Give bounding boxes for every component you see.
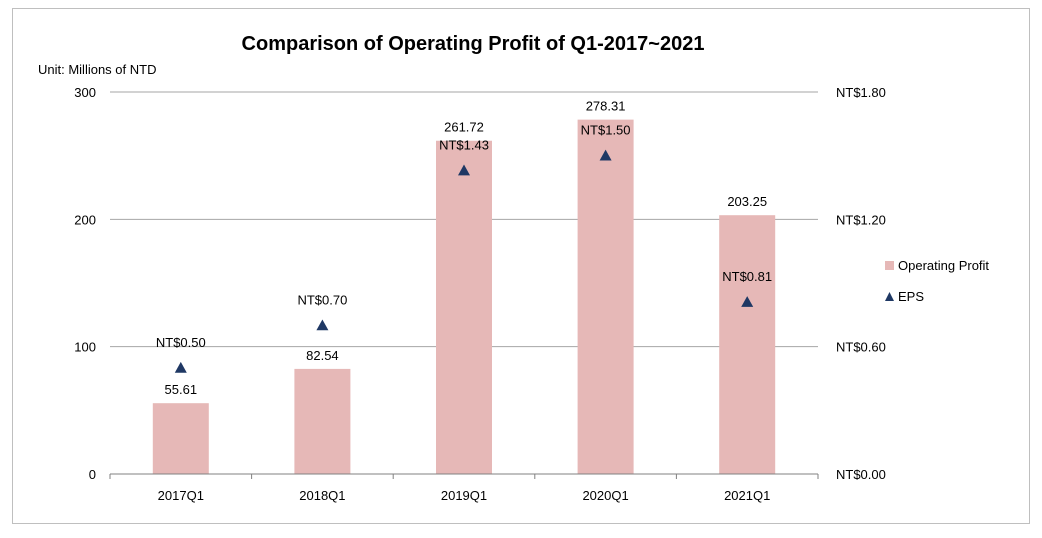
legend: Operating Profit EPS (885, 258, 989, 304)
bar-data-label: 203.25 (727, 194, 767, 209)
chart-title: Comparison of Operating Profit of Q1-201… (242, 33, 705, 55)
legend-label-eps: EPS (898, 289, 924, 304)
y-right-tick-label: NT$0.00 (836, 467, 886, 482)
legend-marker-eps (885, 292, 894, 301)
eps-marker (458, 164, 470, 176)
bar-data-label: 55.61 (165, 382, 198, 397)
bar-data-label: 278.31 (586, 99, 626, 114)
eps-marker (316, 319, 329, 331)
x-tick-label: 2018Q1 (299, 488, 345, 503)
eps-data-label: NT$0.50 (156, 335, 206, 350)
y-right-tick-label: NT$0.60 (836, 340, 886, 355)
eps-data-label: NT$0.70 (297, 292, 347, 307)
y-left-tick-label: 0 (89, 467, 96, 482)
bar (294, 368, 351, 474)
markers-layer (174, 149, 754, 373)
axis-layer: 0 100 200 300 NT$0.00 NT$0.60 NT$1.20 NT$1.80 20… (74, 85, 886, 503)
y-left-tick-label: 200 (74, 212, 96, 227)
eps-data-label: NT$0.81 (722, 269, 772, 284)
x-tick-label: 2017Q1 (158, 488, 204, 503)
y-right-tick-label: NT$1.20 (836, 212, 886, 227)
legend-swatch-operating-profit (885, 261, 894, 270)
eps-marker (599, 149, 612, 161)
bar (719, 215, 776, 474)
bar-data-label: 82.54 (306, 348, 339, 363)
labels-layer: 55.61 82.54 261.72 278.31 203.25 NT$0.50 NT$0.… (156, 99, 772, 398)
y-left-tick-label: 300 (74, 85, 96, 100)
bar (152, 403, 209, 474)
eps-data-label: NT$1.50 (581, 123, 631, 138)
eps-marker (741, 296, 754, 307)
bars-layer (152, 119, 776, 475)
eps-data-label: NT$1.43 (439, 138, 489, 153)
eps-marker (174, 361, 187, 373)
bar (577, 119, 634, 475)
x-tick-label: 2021Q1 (724, 488, 770, 503)
y-left-tick-label: 100 (74, 340, 96, 355)
y-right-tick-label: NT$1.80 (836, 85, 886, 100)
legend-label-operating-profit: Operating Profit (898, 258, 989, 273)
bar-data-label: 261.72 (444, 120, 484, 135)
x-tick-label: 2019Q1 (441, 488, 487, 503)
x-tick-label: 2020Q1 (582, 488, 628, 503)
bar (436, 140, 492, 474)
unit-label: Unit: Millions of NTD (38, 62, 156, 77)
